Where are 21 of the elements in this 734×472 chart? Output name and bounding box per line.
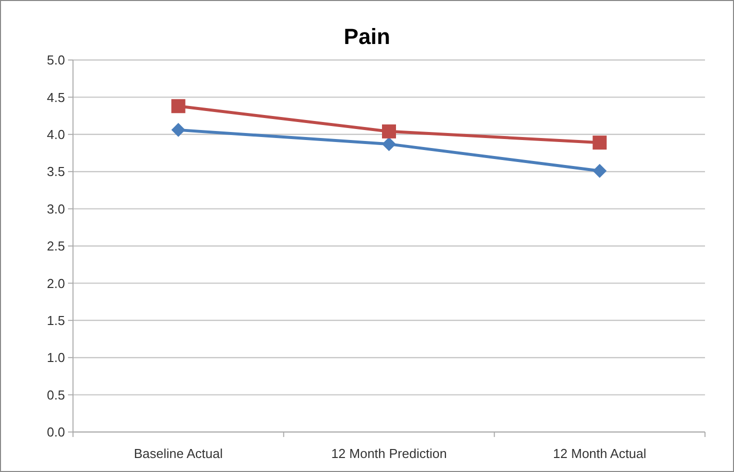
y-tick-label: 1.5 <box>46 312 65 328</box>
y-tick-label: 5.0 <box>46 52 65 68</box>
y-tick-label: 0.5 <box>46 387 65 402</box>
y-tick-label: 3.5 <box>46 164 65 180</box>
x-tick-label: 12 Month Prediction <box>331 446 447 461</box>
x-tick-label: Baseline Actual <box>134 446 223 461</box>
y-tick-label: 1.0 <box>46 350 65 366</box>
x-tick-label: 12 Month Actual <box>553 446 646 461</box>
y-tick-label: 4.0 <box>46 126 65 142</box>
y-tick-label: 3.0 <box>46 201 65 216</box>
y-tick-label: 2.5 <box>46 238 65 254</box>
y-tick-label: 2.0 <box>46 276 65 291</box>
point <box>592 136 607 150</box>
point <box>382 137 396 152</box>
point <box>171 122 186 137</box>
point <box>382 124 396 138</box>
point <box>592 164 607 178</box>
y-tick-label: 4.5 <box>46 90 65 105</box>
chart-title: Pain <box>344 24 390 49</box>
y-tick-label: 0.0 <box>46 424 65 440</box>
point <box>171 99 186 114</box>
